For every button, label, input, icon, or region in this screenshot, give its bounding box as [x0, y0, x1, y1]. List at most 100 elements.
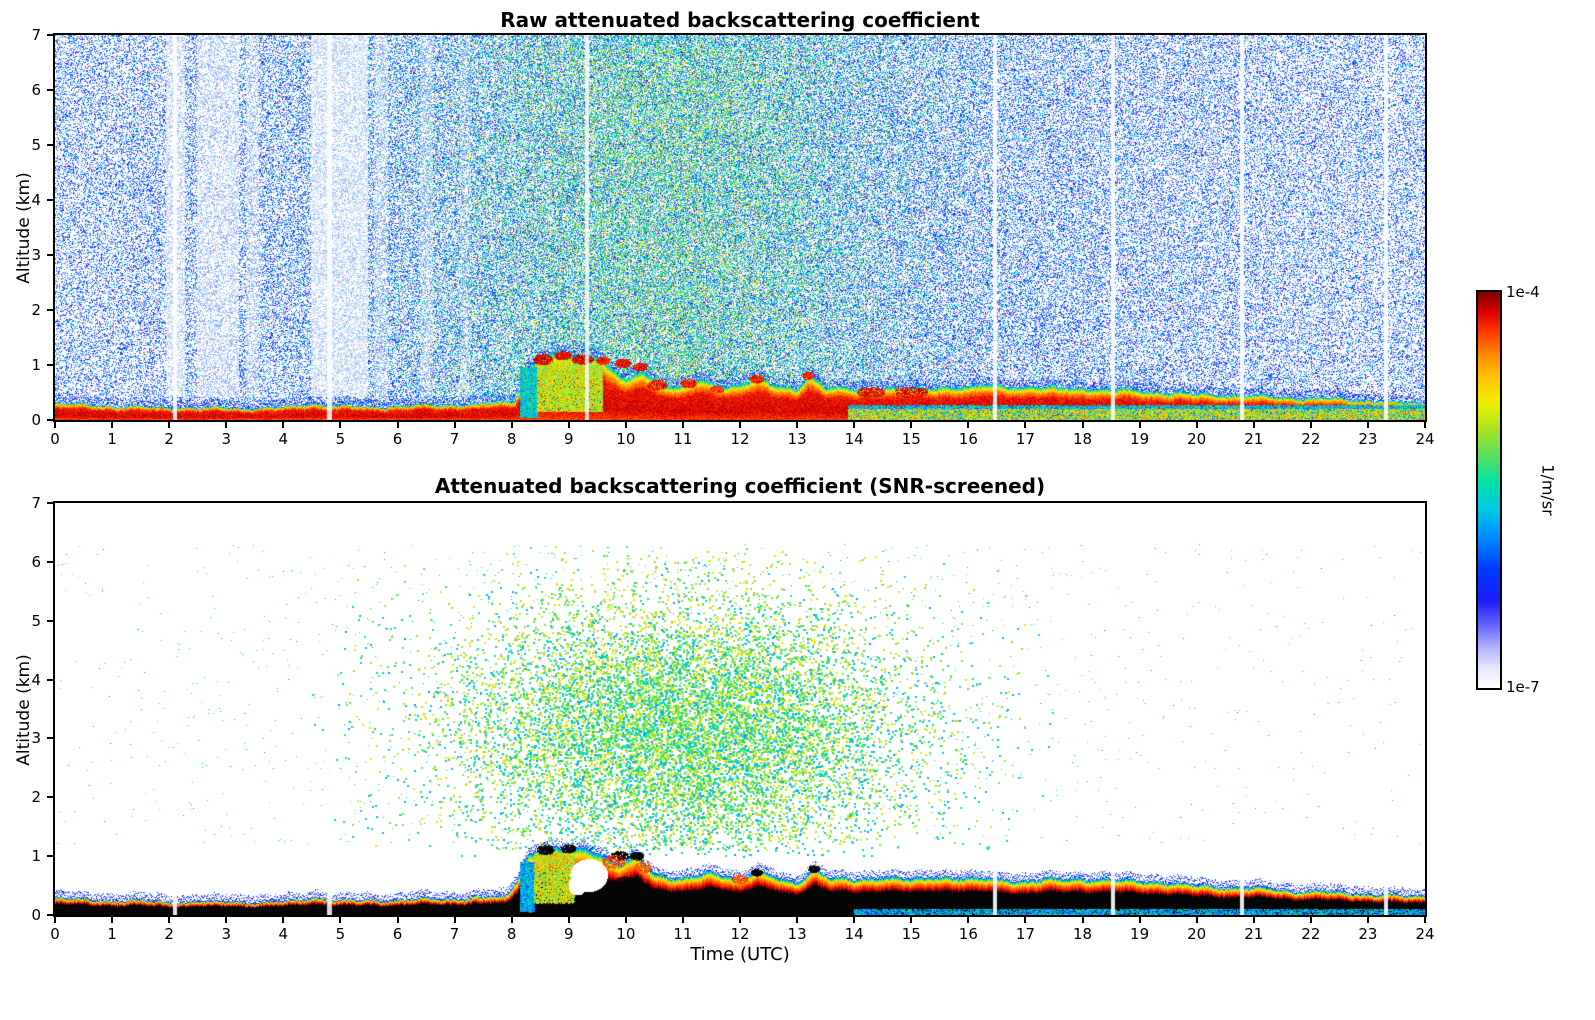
x-tick-label: 11 — [673, 925, 693, 943]
x-tick-label: 18 — [1072, 925, 1093, 943]
x-tick-label: 8 — [506, 925, 517, 943]
x-tick-label: 10 — [616, 430, 636, 448]
x-tick-label: 16 — [958, 925, 978, 943]
x-tick-mark — [1309, 917, 1312, 923]
x-tick-mark — [111, 917, 114, 923]
x-tick-mark — [567, 422, 570, 428]
colorbar — [1476, 290, 1502, 690]
x-tick-label: 1 — [107, 925, 117, 943]
x-tick-label: 24 — [1415, 430, 1435, 448]
x-tick-label: 3 — [221, 925, 232, 943]
x-tick-label: 0 — [50, 430, 60, 448]
y-axis-label-top: Altitude (km) — [14, 172, 34, 284]
colorbar-units-label: 1/m/sr — [1538, 464, 1558, 516]
x-tick-mark — [853, 917, 856, 923]
y-tick-label: 6 — [31, 552, 41, 571]
x-tick-mark — [1081, 422, 1084, 428]
x-tick-label: 4 — [278, 430, 289, 448]
y-tick-label: 6 — [31, 81, 41, 99]
x-tick-mark — [1424, 422, 1426, 428]
x-tick-label: 2 — [164, 430, 174, 448]
panel-title-raw: Raw attenuated backscattering coefficien… — [500, 8, 980, 32]
x-tick-mark — [624, 422, 627, 428]
raw-backscatter-heatmap — [53, 33, 1427, 422]
x-tick-mark — [1195, 422, 1198, 428]
x-tick-label: 4 — [278, 925, 289, 943]
y-tick-label: 0 — [31, 906, 41, 924]
x-tick-label: 9 — [563, 925, 574, 943]
x-tick-mark — [624, 917, 627, 923]
x-tick-mark — [910, 917, 913, 923]
x-tick-label: 20 — [1187, 430, 1207, 448]
x-tick-label: 24 — [1415, 925, 1435, 943]
x-tick-label: 8 — [506, 430, 517, 448]
x-tick-label: 7 — [449, 925, 460, 943]
x-tick-mark — [739, 917, 741, 923]
x-tick-mark — [453, 917, 456, 923]
x-tick-label: 22 — [1301, 430, 1321, 448]
x-tick-label: 6 — [392, 430, 403, 448]
x-tick-mark — [1366, 917, 1369, 923]
x-tick-mark — [510, 917, 513, 923]
x-tick-mark — [967, 422, 970, 428]
x-tick-label: 18 — [1072, 430, 1093, 448]
x-tick-mark — [681, 422, 684, 428]
y-tick-label: 0 — [31, 411, 41, 429]
x-tick-label: 21 — [1244, 430, 1264, 448]
x-tick-label: 13 — [787, 925, 807, 943]
x-tick-mark — [396, 917, 399, 923]
screened-backscatter-heatmap — [53, 501, 1427, 917]
x-tick-label: 19 — [1130, 430, 1150, 448]
y-tick-label: 1 — [31, 356, 41, 374]
x-tick-mark — [1024, 422, 1027, 428]
x-tick-mark — [168, 917, 171, 923]
x-tick-label: 19 — [1130, 925, 1150, 943]
x-tick-mark — [1138, 422, 1141, 428]
x-tick-label: 1 — [107, 430, 117, 448]
x-tick-mark — [796, 917, 799, 923]
x-tick-label: 14 — [844, 925, 864, 943]
y-tick-label: 7 — [31, 494, 41, 512]
x-tick-label: 6 — [392, 925, 403, 943]
x-tick-mark — [510, 422, 513, 428]
y-tick-label: 1 — [31, 847, 41, 866]
x-tick-mark — [168, 422, 171, 428]
x-tick-mark — [1309, 422, 1312, 428]
x-tick-mark — [111, 422, 114, 428]
x-tick-mark — [339, 917, 342, 923]
x-tick-mark — [967, 917, 970, 923]
x-tick-label: 23 — [1358, 430, 1378, 448]
x-tick-mark — [796, 422, 799, 428]
x-tick-mark — [1366, 422, 1369, 428]
x-tick-mark — [225, 422, 228, 428]
x-tick-mark — [853, 422, 856, 428]
x-tick-mark — [1424, 917, 1426, 923]
y-tick-label: 7 — [31, 26, 41, 44]
x-tick-mark — [910, 422, 913, 428]
panel-title-screened: Attenuated backscattering coefficient (S… — [434, 474, 1046, 498]
x-tick-mark — [453, 422, 456, 428]
x-tick-label: 17 — [1015, 925, 1035, 943]
x-tick-mark — [339, 422, 342, 428]
x-tick-label: 13 — [787, 430, 807, 448]
x-tick-label: 21 — [1244, 925, 1264, 943]
y-tick-label: 5 — [31, 136, 41, 154]
x-tick-label: 3 — [221, 430, 232, 448]
x-tick-mark — [1252, 422, 1255, 428]
colorbar-min-label: 1e-7 — [1506, 678, 1540, 696]
y-tick-label: 2 — [31, 301, 41, 319]
x-tick-label: 15 — [901, 925, 921, 943]
x-tick-mark — [1024, 917, 1027, 923]
x-tick-label: 17 — [1015, 430, 1035, 448]
x-tick-label: 10 — [616, 925, 636, 943]
x-tick-mark — [225, 917, 228, 923]
x-tick-label: 12 — [730, 925, 750, 943]
y-axis-label-bottom: Altitude (km) — [14, 654, 34, 766]
x-tick-label: 2 — [164, 925, 174, 943]
x-tick-mark — [739, 422, 741, 428]
x-tick-label: 12 — [730, 430, 750, 448]
x-tick-label: 0 — [50, 925, 60, 943]
x-tick-mark — [1138, 917, 1141, 923]
x-tick-mark — [396, 422, 399, 428]
